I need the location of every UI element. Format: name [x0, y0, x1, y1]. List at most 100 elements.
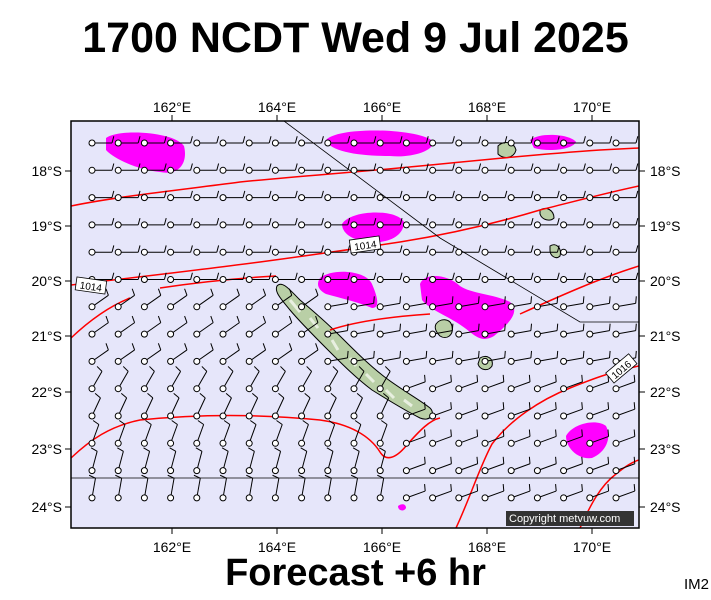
wind-barb-feather	[242, 245, 246, 253]
wind-barb-station	[507, 357, 515, 365]
wind-barb-feather	[425, 190, 429, 198]
wind-barb-station	[324, 467, 332, 475]
wind-barb-feather	[111, 163, 115, 171]
wind-barb-station	[167, 385, 175, 393]
wind-barb-station	[88, 467, 96, 475]
wind-barb-feather	[635, 136, 639, 144]
wind-barb-feather	[635, 350, 637, 358]
wind-barb-feather	[268, 272, 272, 280]
wind-barb-feather	[555, 456, 557, 464]
wind-barb-station	[114, 139, 122, 147]
wind-barb-feather	[530, 272, 534, 280]
wind-barb-feather	[425, 350, 428, 358]
wind-barb-station	[429, 303, 437, 311]
wind-barb-station	[429, 166, 437, 174]
wind-barb-station	[560, 221, 568, 229]
wind-barb-feather	[288, 288, 293, 296]
wind-barb-station	[193, 139, 201, 147]
wind-barb-station	[350, 385, 358, 393]
wind-barb-station	[193, 467, 201, 475]
wind-barb-station	[481, 248, 489, 256]
wind-barb-station	[376, 303, 384, 311]
wind-barb-station	[402, 276, 410, 283]
wind-barb-station	[481, 494, 489, 502]
wind-barb-feather	[111, 245, 115, 253]
wind-barb-feather	[163, 245, 167, 253]
wind-barb-feather	[504, 218, 508, 226]
wind-barb-station	[219, 439, 227, 447]
wind-barb-station	[402, 494, 410, 502]
wind-barb-feather	[163, 163, 167, 171]
strong-wind-area	[420, 275, 515, 339]
wind-barb-station	[324, 385, 332, 393]
wind-barb-station	[245, 276, 253, 283]
wind-barb-station	[219, 303, 227, 311]
wind-barb-feather	[163, 218, 167, 226]
wind-barb-station	[193, 248, 201, 256]
wind-barb-station	[298, 494, 306, 502]
wind-barb-feather	[250, 420, 257, 425]
wind-barb-feather	[451, 350, 454, 358]
lat-label: 18°S	[31, 163, 62, 179]
wind-barb-station	[350, 494, 358, 502]
wind-barb-station	[481, 439, 489, 447]
wind-barb-station	[533, 412, 541, 420]
wind-barb-feather	[356, 392, 363, 399]
wind-barb-station	[114, 412, 122, 420]
wind-barb-feather	[476, 484, 479, 492]
wind-barb-feather	[633, 484, 636, 492]
wind-barb-feather	[216, 163, 220, 171]
wind-barb-station	[455, 412, 463, 420]
isobar	[71, 185, 639, 286]
wind-barb-feather	[555, 484, 557, 492]
isobar-label: 1014	[79, 280, 103, 294]
lon-label: 168°E	[468, 99, 506, 115]
wind-barb-feather	[115, 474, 122, 479]
wind-barb-station	[219, 412, 227, 420]
wind-barb-feather	[119, 420, 126, 425]
wind-barb-feather	[528, 429, 531, 437]
copyright-box	[506, 511, 634, 526]
wind-barb-station	[271, 276, 279, 283]
wind-barb-station	[402, 439, 410, 447]
wind-barb-station	[350, 166, 358, 174]
wind-barb-feather	[556, 218, 560, 226]
wind-barb-station	[560, 330, 568, 338]
wind-barb-station	[167, 194, 175, 202]
wind-barb-feather	[399, 323, 402, 331]
wind-barb-feather	[321, 245, 324, 253]
wind-barb-feather	[210, 288, 214, 296]
wind-barb-station	[402, 412, 410, 420]
wind-barb-station	[481, 412, 489, 420]
wind-barb-feather	[555, 402, 557, 410]
wind-barb-feather	[111, 218, 115, 226]
wind-barb-feather	[608, 296, 611, 304]
image-id-label: IM2	[683, 576, 709, 593]
wind-barb-feather	[131, 343, 136, 351]
wind-barb-feather	[330, 392, 337, 399]
wind-barb-feather	[216, 190, 220, 198]
wind-barb-station	[586, 357, 594, 365]
wind-barb-feather	[477, 350, 480, 358]
wind-barb-feather	[96, 366, 103, 372]
wind-barb-feather	[173, 392, 180, 399]
wind-barb-feather	[242, 136, 246, 144]
wind-barb-station	[481, 303, 489, 311]
wind-barb-feather	[225, 392, 232, 399]
wind-barb-station	[271, 494, 279, 502]
wind-barb-station	[245, 303, 253, 311]
wind-barb-feather	[504, 272, 508, 280]
wind-barb-station	[507, 439, 515, 447]
wind-barb-station	[88, 194, 96, 202]
wind-barb-station	[114, 467, 122, 475]
wind-barb-feather	[581, 484, 583, 492]
wind-barb-station	[481, 467, 489, 475]
wind-barb-feather	[502, 484, 505, 492]
wind-barb-feather	[399, 136, 403, 144]
wind-barb-feather	[502, 456, 505, 464]
wind-barb-feather	[477, 323, 480, 331]
wind-barb-feather	[635, 245, 639, 253]
wind-barb-station	[140, 330, 148, 338]
wind-barb-feather	[190, 218, 193, 226]
